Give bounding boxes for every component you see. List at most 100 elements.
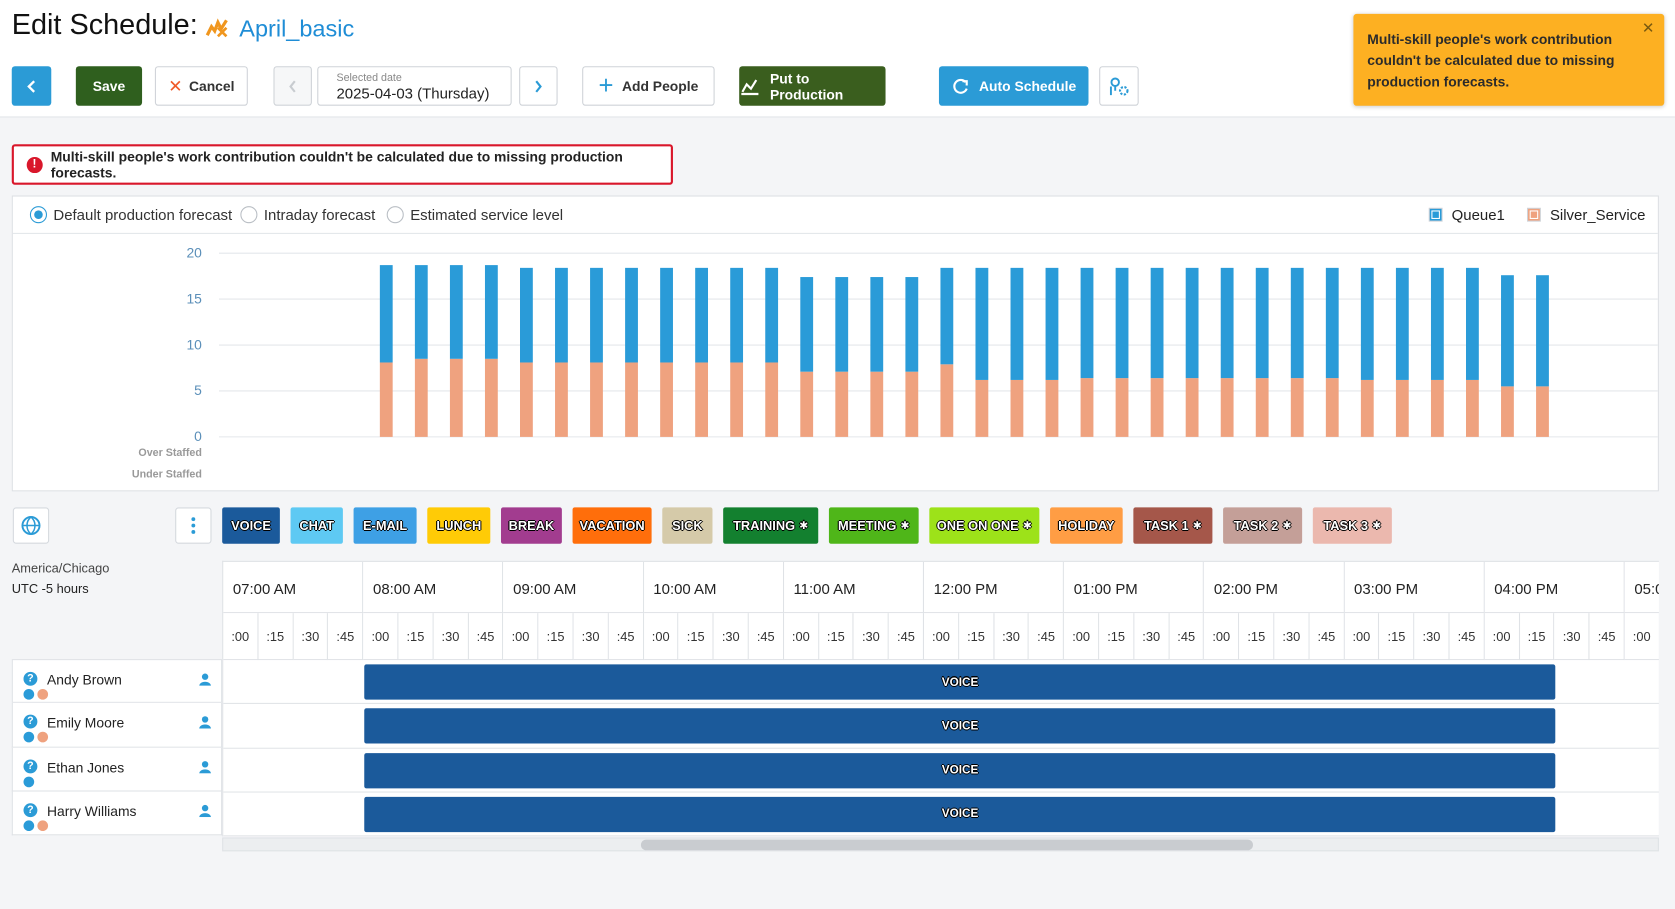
quarter-label: :45 — [1590, 629, 1624, 644]
more-button[interactable] — [175, 507, 211, 543]
quarter-cell: :45 — [328, 613, 363, 660]
quarter-cell: :15 — [819, 613, 854, 660]
activity-label: VOICE — [231, 518, 271, 533]
quarter-label: :45 — [1029, 629, 1063, 644]
toast-close[interactable]: ✕ — [1642, 19, 1655, 37]
quarter-label: :30 — [1274, 629, 1308, 644]
quarter-cell: :15 — [1520, 613, 1555, 660]
shift-label: VOICE — [942, 808, 979, 821]
bar-segment — [1221, 378, 1234, 437]
add-people-label: Add People — [622, 78, 698, 94]
hour-label: 04:00 PM — [1494, 580, 1558, 597]
quarter-cell: :15 — [1379, 613, 1414, 660]
skill-dot — [37, 820, 48, 831]
scrollbar-thumb[interactable] — [641, 840, 1253, 851]
auto-schedule-button[interactable]: Auto Schedule — [939, 66, 1089, 106]
production-icon — [739, 76, 760, 95]
hour-cell: 10:00 AM — [644, 562, 784, 613]
bar-segment — [1396, 380, 1409, 437]
activity-chip[interactable]: SICK — [662, 507, 712, 543]
quarter-label: :00 — [1064, 629, 1098, 644]
activity-chip[interactable]: BREAK — [501, 507, 562, 543]
save-button[interactable]: Save — [76, 66, 142, 106]
radio[interactable] — [30, 206, 47, 223]
bar-segment — [1046, 268, 1059, 380]
pin-icon: ✱ — [1023, 520, 1032, 532]
activity-chip[interactable]: LUNCH — [427, 507, 490, 543]
help-icon: ? — [24, 715, 38, 729]
activity-chip[interactable]: HOLIDAY — [1050, 507, 1123, 543]
activity-chip[interactable]: ONE ON ONE✱ — [929, 507, 1039, 543]
help-icon: ? — [24, 759, 38, 773]
quarter-label: :00 — [644, 629, 678, 644]
back-button[interactable] — [12, 66, 52, 106]
activity-chip[interactable]: CHAT — [291, 507, 343, 543]
cancel-button[interactable]: ✕Cancel — [155, 66, 248, 106]
bar-segment — [1396, 268, 1409, 380]
quarter-label: :45 — [609, 629, 643, 644]
put-to-production-button[interactable]: Put to Production — [739, 66, 885, 106]
bar-segment — [1291, 378, 1304, 437]
activity-chip[interactable]: MEETING✱ — [829, 507, 919, 543]
pin-icon: ✱ — [1283, 520, 1292, 532]
quarter-label: :15 — [1239, 629, 1273, 644]
hour-cell: 08:00 AM — [363, 562, 503, 613]
timezone-name: America/Chicago — [12, 561, 110, 576]
prev-date-button[interactable] — [273, 66, 311, 106]
y-tick-label: 5 — [194, 382, 202, 398]
next-date-button[interactable] — [519, 66, 557, 106]
quarter-label: :00 — [223, 629, 257, 644]
hour-cell: 09:00 AM — [504, 562, 644, 613]
quarter-cell: :15 — [539, 613, 574, 660]
bar-segment — [835, 277, 848, 372]
bar-segment — [905, 277, 918, 372]
quarter-cell: :00 — [644, 613, 679, 660]
radio[interactable] — [387, 206, 404, 223]
activity-chip[interactable]: TASK 2✱ — [1223, 507, 1302, 543]
activity-chip[interactable]: TRAINING✱ — [723, 507, 818, 543]
activity-chip[interactable]: E-MAIL — [354, 507, 417, 543]
bar-segment — [1536, 386, 1549, 437]
alert-icon: ! — [27, 156, 42, 172]
quarter-label: :30 — [293, 629, 327, 644]
quarter-label: :30 — [1555, 629, 1589, 644]
pin-icon: ✱ — [1193, 520, 1202, 532]
quarter-cell: :30 — [1555, 613, 1590, 660]
pin-icon: ✱ — [1372, 520, 1381, 532]
activity-label: SICK — [672, 518, 703, 533]
activity-chip[interactable]: TASK 1✱ — [1133, 507, 1212, 543]
activity-chip[interactable]: VACATION — [573, 507, 652, 543]
globe-button[interactable] — [13, 507, 49, 543]
radio[interactable] — [240, 206, 257, 223]
shift-bar[interactable]: VOICE — [364, 753, 1555, 788]
quarter-cell: :30 — [854, 613, 889, 660]
activity-chip[interactable]: VOICE — [222, 507, 280, 543]
quarter-cell: :30 — [1274, 613, 1309, 660]
shift-bar[interactable]: VOICE — [364, 797, 1555, 832]
settings-button[interactable] — [1099, 66, 1139, 106]
bar-segment — [1291, 268, 1304, 378]
quarter-label: :45 — [889, 629, 923, 644]
add-people-button[interactable]: +Add People — [582, 66, 714, 106]
bar-segment — [485, 265, 498, 359]
quarter-label: :45 — [328, 629, 362, 644]
quarter-label: :45 — [749, 629, 783, 644]
schedule-name[interactable]: April_basic — [239, 15, 354, 43]
shift-bar[interactable]: VOICE — [364, 664, 1555, 699]
quarter-label: :45 — [469, 629, 503, 644]
auto-schedule-label: Auto Schedule — [979, 78, 1076, 94]
quarter-cell: :30 — [433, 613, 468, 660]
legend-swatch-inner — [1432, 211, 1439, 218]
help-icon: ? — [24, 803, 38, 817]
quarter-cell: :00 — [784, 613, 819, 660]
date-picker[interactable]: Selected date 2025-04-03 (Thursday) — [317, 66, 511, 106]
skill-dot — [24, 820, 35, 831]
scrollbar[interactable] — [222, 837, 1659, 851]
shift-bar[interactable]: VOICE — [364, 709, 1555, 744]
quarter-label: :15 — [1379, 629, 1413, 644]
quarter-cell: :00 — [223, 613, 258, 660]
staffing-label: Under Staffed — [132, 468, 202, 480]
forecast-chart: 05101520Over StaffedUnder StaffedQueue1S… — [0, 195, 1675, 491]
activity-chip[interactable]: TASK 3✱ — [1313, 507, 1392, 543]
activity-label: TRAINING — [733, 518, 795, 533]
